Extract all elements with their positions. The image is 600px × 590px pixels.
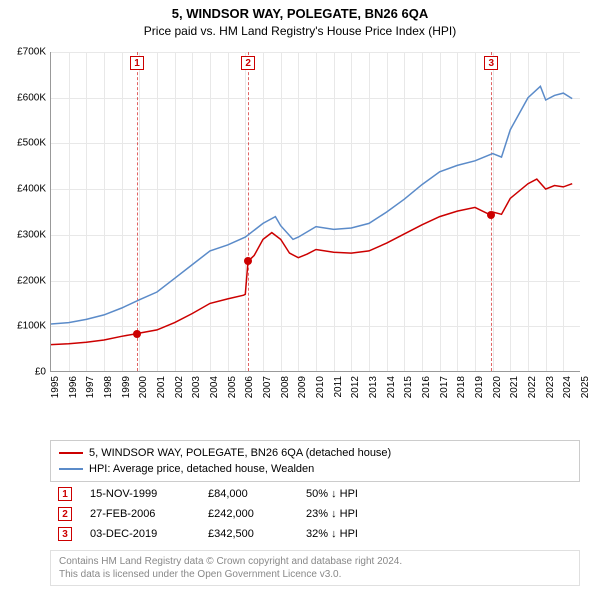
- footer-attribution: Contains HM Land Registry data © Crown c…: [50, 550, 580, 586]
- event-date: 27-FEB-2006: [90, 508, 190, 520]
- title-block: 5, WINDSOR WAY, POLEGATE, BN26 6QA Price…: [0, 0, 600, 38]
- x-axis-label: 2020: [492, 376, 503, 398]
- x-axis-label: 1999: [121, 376, 132, 398]
- event-price: £84,000: [208, 488, 288, 500]
- y-axis-label: £500K: [17, 138, 46, 149]
- y-axis-label: £700K: [17, 47, 46, 58]
- footer-line1: Contains HM Land Registry data © Crown c…: [59, 555, 571, 568]
- x-axis-label: 2018: [456, 376, 467, 398]
- plot-region: 1 2 3: [50, 52, 580, 372]
- event-marker-icon: 3: [58, 527, 72, 541]
- x-axis-label: 2007: [262, 376, 273, 398]
- title-address: 5, WINDSOR WAY, POLEGATE, BN26 6QA: [0, 6, 600, 21]
- legend-item-property: 5, WINDSOR WAY, POLEGATE, BN26 6QA (deta…: [59, 445, 571, 461]
- event-price: £242,000: [208, 508, 288, 520]
- sale-events: 1 15-NOV-1999 £84,000 50% ↓ HPI 2 27-FEB…: [50, 484, 580, 544]
- event-date: 15-NOV-1999: [90, 488, 190, 500]
- legend-item-hpi: HPI: Average price, detached house, Weal…: [59, 461, 571, 477]
- x-axis-label: 2005: [227, 376, 238, 398]
- x-axis-label: 2024: [562, 376, 573, 398]
- y-axis-label: £400K: [17, 184, 46, 195]
- x-axis-label: 1997: [85, 376, 96, 398]
- chart-container: 5, WINDSOR WAY, POLEGATE, BN26 6QA Price…: [0, 0, 600, 590]
- sale-marker-box: 3: [484, 56, 498, 70]
- sale-marker-box: 2: [241, 56, 255, 70]
- line-chart-svg: [51, 52, 581, 372]
- y-axis-label: £100K: [17, 321, 46, 332]
- x-axis-label: 2014: [386, 376, 397, 398]
- x-axis-label: 2019: [474, 376, 485, 398]
- event-row: 3 03-DEC-2019 £342,500 32% ↓ HPI: [50, 524, 580, 544]
- x-axis-label: 2011: [333, 376, 344, 398]
- x-axis-label: 2013: [368, 376, 379, 398]
- sale-marker-dot: [487, 211, 495, 219]
- event-marker-icon: 2: [58, 507, 72, 521]
- x-axis-label: 2003: [191, 376, 202, 398]
- footer-line2: This data is licensed under the Open Gov…: [59, 568, 571, 581]
- y-axis-label: £200K: [17, 275, 46, 286]
- event-relative: 32% ↓ HPI: [306, 528, 358, 540]
- sale-marker-dot: [244, 257, 252, 265]
- legend-swatch: [59, 452, 83, 454]
- x-axis-label: 2001: [156, 376, 167, 398]
- x-axis-label: 2021: [509, 376, 520, 398]
- x-axis-label: 2010: [315, 376, 326, 398]
- title-subtitle: Price paid vs. HM Land Registry's House …: [0, 24, 600, 38]
- x-axis-label: 2012: [350, 376, 361, 398]
- x-axis-label: 2017: [439, 376, 450, 398]
- series-line-property: [51, 179, 572, 345]
- sale-marker-box: 1: [130, 56, 144, 70]
- x-axis-label: 1995: [50, 376, 61, 398]
- x-axis-label: 2006: [244, 376, 255, 398]
- x-axis-label: 2016: [421, 376, 432, 398]
- x-axis-label: 2023: [545, 376, 556, 398]
- event-row: 1 15-NOV-1999 £84,000 50% ↓ HPI: [50, 484, 580, 504]
- y-axis-label: £0: [35, 367, 46, 378]
- x-axis-label: 2002: [174, 376, 185, 398]
- x-axis-label: 2004: [209, 376, 220, 398]
- x-axis-label: 1996: [68, 376, 79, 398]
- x-axis-label: 2022: [527, 376, 538, 398]
- x-axis-label: 1998: [103, 376, 114, 398]
- legend-swatch: [59, 468, 83, 470]
- chart-area: 123 £0£100K£200K£300K£400K£500K£600K£700…: [50, 52, 580, 404]
- legend-label: 5, WINDSOR WAY, POLEGATE, BN26 6QA (deta…: [89, 445, 391, 461]
- series-line-hpi: [51, 86, 572, 324]
- event-price: £342,500: [208, 528, 288, 540]
- y-axis-label: £300K: [17, 229, 46, 240]
- x-axis-label: 2008: [280, 376, 291, 398]
- x-axis-label: 2015: [403, 376, 414, 398]
- event-row: 2 27-FEB-2006 £242,000 23% ↓ HPI: [50, 504, 580, 524]
- event-marker-icon: 1: [58, 487, 72, 501]
- event-relative: 50% ↓ HPI: [306, 488, 358, 500]
- event-relative: 23% ↓ HPI: [306, 508, 358, 520]
- x-axis-label: 2025: [580, 376, 591, 398]
- event-date: 03-DEC-2019: [90, 528, 190, 540]
- x-axis-label: 2009: [297, 376, 308, 398]
- x-axis-label: 2000: [138, 376, 149, 398]
- sale-marker-dot: [133, 330, 141, 338]
- y-axis-label: £600K: [17, 92, 46, 103]
- legend-label: HPI: Average price, detached house, Weal…: [89, 461, 314, 477]
- legend: 5, WINDSOR WAY, POLEGATE, BN26 6QA (deta…: [50, 440, 580, 482]
